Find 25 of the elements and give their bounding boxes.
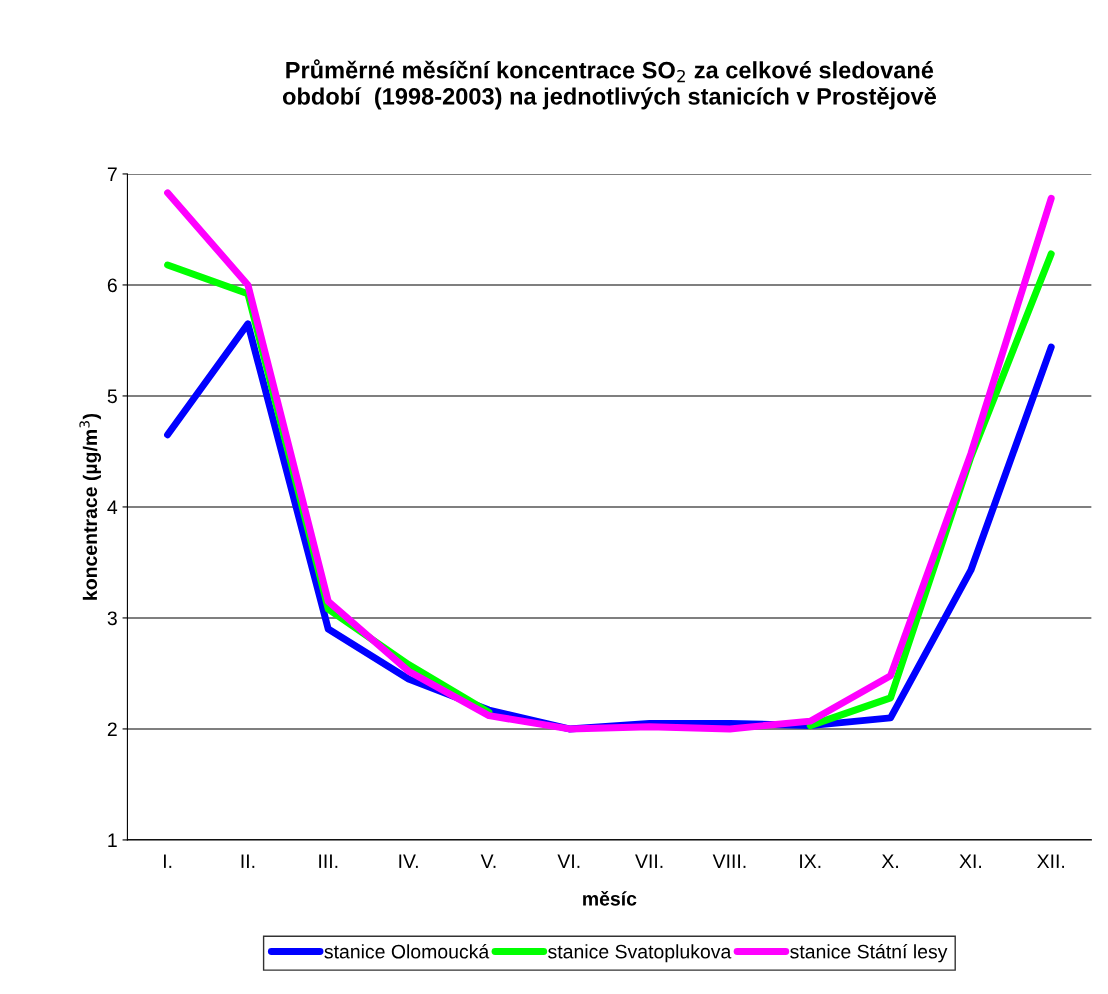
- x-tick-label: IV.: [399, 854, 418, 868]
- y-tick-label: 2: [107, 722, 117, 736]
- x-tick-label: VII.: [635, 854, 663, 868]
- x-tick-label: XII.: [1037, 854, 1065, 868]
- y-tick-label: 4: [107, 500, 118, 514]
- y-axis-title: koncentrace (µg/m$^{3}$): [79, 413, 102, 600]
- x-tick-label: III.: [319, 854, 338, 868]
- x-tick-label: I.: [163, 854, 172, 868]
- legend-label: stanice Olomoucká: [324, 944, 490, 959]
- y-tick-label: 1: [108, 833, 117, 847]
- x-tick-label: V.: [480, 854, 496, 868]
- chart-title: Průměrné měsíční koncentrace SO$_{2}$ za celkové sledované období (1998-2003) na jednotlivých stanicích v Prostějově: [282, 59, 936, 110]
- y-tick-label: 3: [107, 611, 117, 626]
- x-tick-label: X.: [881, 854, 898, 868]
- legend-label: stanice Státní lesy: [790, 944, 948, 963]
- legend-label: stanice Svatoplukova: [548, 944, 732, 963]
- y-tick-label: 5: [107, 389, 117, 404]
- x-axis-title: měsíc: [583, 890, 637, 906]
- y-tick-label: 6: [107, 278, 117, 293]
- x-tick-label: VIII.: [712, 854, 746, 868]
- x-tick-label: XI.: [959, 854, 981, 868]
- x-tick-label: II.: [241, 854, 255, 868]
- x-tick-label: VI.: [557, 854, 580, 868]
- x-tick-label: IX.: [800, 854, 821, 868]
- y-tick-label: 7: [107, 167, 117, 181]
